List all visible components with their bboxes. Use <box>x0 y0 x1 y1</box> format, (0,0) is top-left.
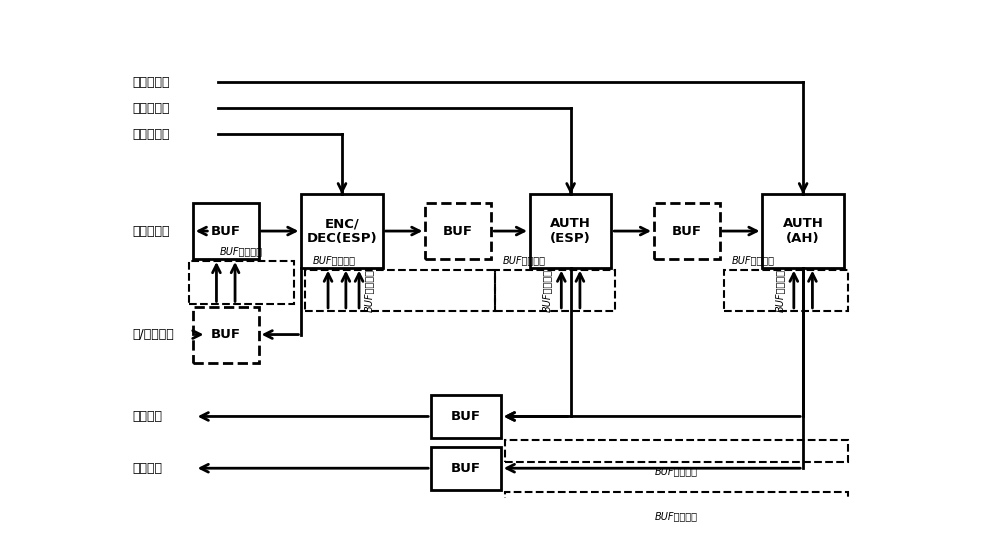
Text: 待处理数据: 待处理数据 <box>133 225 170 237</box>
Text: BUF状态反馈: BUF状态反馈 <box>542 269 552 312</box>
Text: BUF: BUF <box>211 225 241 237</box>
Bar <box>193 306 259 362</box>
Bar <box>425 203 491 259</box>
Text: ENC/
DEC(ESP): ENC/ DEC(ESP) <box>307 217 377 245</box>
Text: 认证数据: 认证数据 <box>133 410 163 423</box>
Text: BUF状态反馈: BUF状态反馈 <box>655 466 698 476</box>
Bar <box>724 270 848 311</box>
Bar <box>431 395 501 438</box>
Text: 认证数据: 认证数据 <box>133 461 163 475</box>
Bar <box>505 440 848 462</box>
Text: 算法、密钥: 算法、密钥 <box>133 102 170 115</box>
Bar <box>762 194 844 268</box>
Bar <box>193 203 259 259</box>
Text: BUF状态反馈: BUF状态反馈 <box>220 246 263 256</box>
Text: BUF: BUF <box>443 225 473 237</box>
Text: 算法、密钥: 算法、密钥 <box>133 76 170 89</box>
Text: BUF: BUF <box>451 461 481 475</box>
Text: BUF: BUF <box>211 328 241 341</box>
Bar <box>189 261 294 305</box>
Text: 加/解密数据: 加/解密数据 <box>133 328 175 341</box>
Bar <box>530 194 611 268</box>
Text: BUF状态反馈: BUF状态反馈 <box>364 269 374 312</box>
Text: BUF状态反馈: BUF状态反馈 <box>775 269 785 312</box>
Text: AUTH
(ESP): AUTH (ESP) <box>550 217 591 245</box>
Text: BUF: BUF <box>451 410 481 423</box>
Bar <box>305 270 495 311</box>
Text: BUF状态反馈: BUF状态反馈 <box>731 255 774 265</box>
Text: BUF状态反馈: BUF状态反馈 <box>313 255 356 265</box>
Bar <box>495 270 615 311</box>
Text: AUTH
(AH): AUTH (AH) <box>783 217 824 245</box>
Text: 算法、密钥: 算法、密钥 <box>133 128 170 141</box>
Bar <box>431 447 501 490</box>
Bar <box>301 194 383 268</box>
Text: BUF状态反馈: BUF状态反馈 <box>503 255 546 265</box>
Text: BUF状态反馈: BUF状态反馈 <box>655 511 698 521</box>
Bar <box>505 492 848 507</box>
Bar <box>654 203 720 259</box>
Text: BUF: BUF <box>672 225 702 237</box>
